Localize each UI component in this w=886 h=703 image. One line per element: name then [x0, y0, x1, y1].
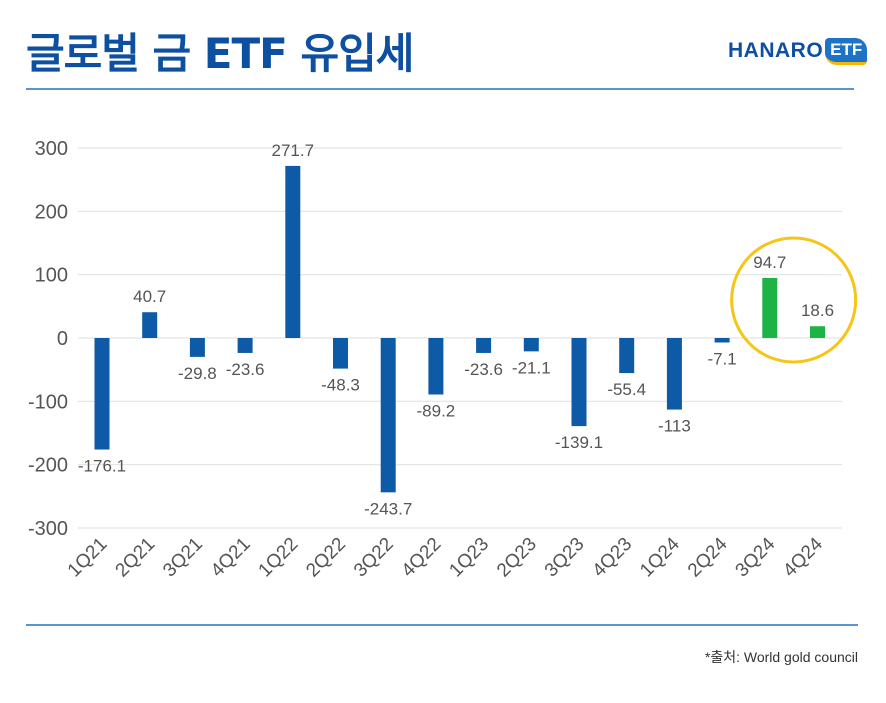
x-tick-label: 4Q22 — [398, 534, 446, 582]
data-label: -176.1 — [78, 457, 126, 476]
data-label: -7.1 — [707, 349, 736, 368]
data-label: -21.1 — [512, 358, 551, 377]
data-label: 40.7 — [133, 287, 166, 306]
logo-badge: ETF — [825, 37, 868, 65]
bar — [142, 312, 158, 338]
data-label: 94.7 — [753, 253, 786, 272]
footer-divider — [26, 624, 858, 626]
x-tick-label: 4Q21 — [207, 534, 255, 582]
bar — [619, 338, 635, 374]
highlight-ring — [730, 236, 858, 364]
x-tick-label: 2Q23 — [493, 534, 541, 582]
bar — [714, 338, 730, 343]
bar — [380, 338, 396, 493]
x-tick-label: 2Q22 — [302, 534, 350, 582]
x-tick-label: 3Q22 — [350, 534, 398, 582]
x-tick-label: 2Q24 — [684, 533, 732, 581]
data-label: 271.7 — [272, 141, 315, 160]
bar — [189, 338, 205, 357]
data-label: -139.1 — [555, 433, 603, 452]
data-label: -89.2 — [417, 401, 456, 420]
data-label: -243.7 — [364, 499, 412, 518]
bar — [333, 338, 348, 369]
x-tick-label: 1Q21 — [64, 534, 112, 582]
bar — [571, 338, 587, 427]
data-label: 18.6 — [801, 301, 834, 320]
bar — [762, 278, 778, 338]
logo-text: HANARO — [728, 39, 824, 62]
y-tick-label: -200 — [28, 455, 68, 477]
bar — [285, 165, 301, 338]
page-title: 글로벌 금 ETF 유입세 — [26, 29, 414, 78]
y-tick-label: -100 — [28, 391, 68, 413]
data-label: -23.6 — [226, 360, 265, 379]
x-tick-label: 3Q24 — [732, 533, 780, 581]
data-label: -29.8 — [178, 364, 217, 383]
bar — [94, 338, 110, 450]
bar — [476, 338, 492, 353]
bar — [523, 338, 539, 352]
x-tick-label: 4Q24 — [779, 533, 827, 581]
y-tick-label: 100 — [35, 265, 68, 287]
data-label: -23.6 — [464, 360, 503, 379]
y-tick-label: 200 — [35, 201, 68, 223]
y-tick-label: -300 — [28, 518, 68, 540]
bar — [237, 338, 253, 353]
bar — [810, 326, 825, 338]
hanaro-etf-logo: HANARO ETF — [728, 34, 868, 68]
x-tick-label: 1Q24 — [636, 533, 684, 581]
data-label: -55.4 — [607, 380, 646, 399]
x-tick-label: 4Q23 — [589, 534, 637, 582]
x-tick-label: 3Q21 — [159, 534, 207, 582]
x-tick-label: 1Q22 — [255, 534, 303, 582]
bar — [666, 338, 682, 410]
source-note: *출처: World gold council — [704, 649, 858, 665]
x-tick-label: 3Q23 — [541, 534, 589, 582]
y-tick-label: 300 — [35, 138, 68, 160]
data-label: -48.3 — [321, 376, 360, 395]
header-divider — [26, 88, 854, 90]
x-tick-label: 1Q23 — [445, 534, 493, 582]
data-label: -113 — [658, 417, 691, 436]
y-tick-label: 0 — [57, 328, 68, 350]
x-tick-label: 2Q21 — [112, 534, 160, 582]
bar — [428, 338, 444, 395]
